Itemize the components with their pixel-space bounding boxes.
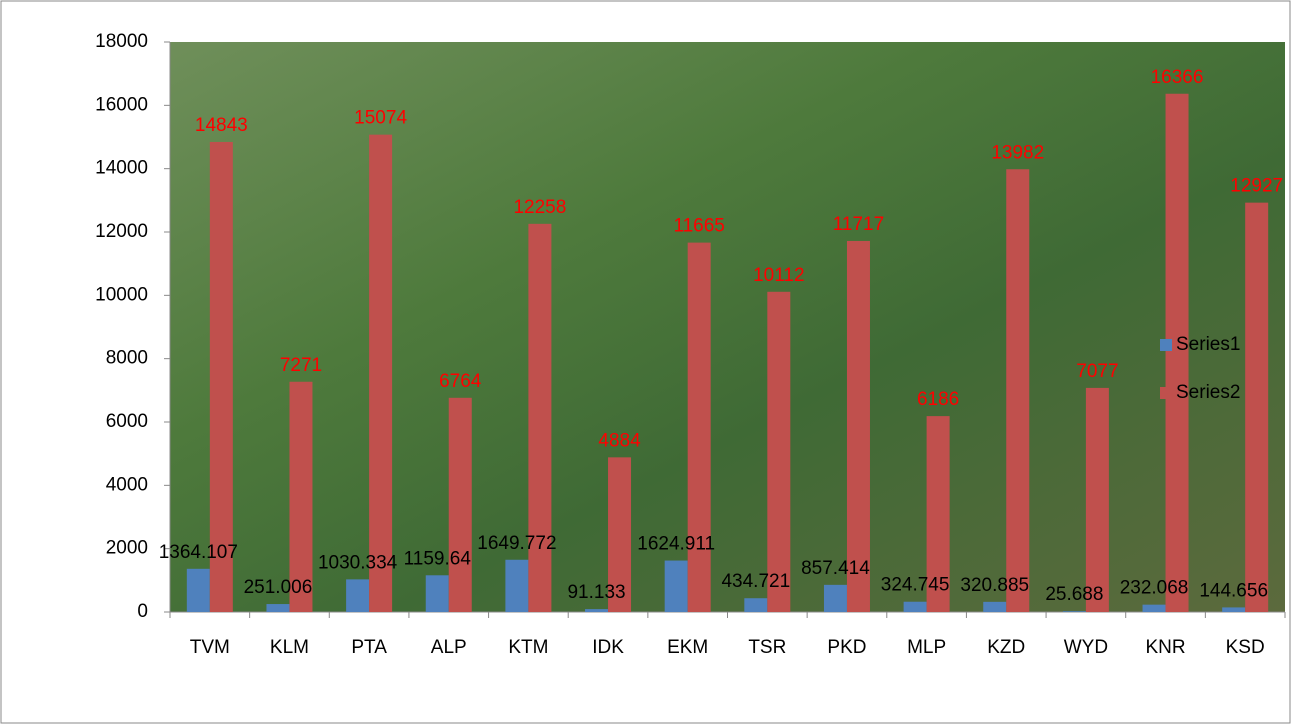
data-label: 10112 [753,265,804,286]
x-tick-label: PKD [827,637,866,658]
bar [209,141,233,612]
data-label: 6186 [917,389,959,410]
bar [505,559,529,612]
bar [926,416,950,612]
bar [1165,93,1189,612]
bar [687,242,711,612]
bar [585,609,609,612]
data-label: 1159.64 [404,548,472,569]
x-tick-label: PTA [351,637,387,658]
x-tick-label: KTM [508,637,548,658]
data-label: 144.656 [1199,580,1268,601]
y-tick-label: 18000 [95,31,148,52]
y-tick-label: 4000 [106,474,148,495]
bar [744,598,768,612]
data-label: 4884 [598,430,641,451]
data-label: 1649.772 [477,533,556,554]
data-label: 11665 [673,216,724,237]
data-label: 320.885 [960,575,1029,596]
data-label: 857.414 [801,558,870,579]
data-label: 11717 [833,214,884,235]
legend-label: Series1 [1176,334,1240,355]
x-tick-label: KSD [1226,637,1265,658]
data-label: 12258 [513,197,566,218]
data-label: 434.721 [721,571,790,592]
legend-label: Series2 [1176,382,1240,403]
bar [369,134,393,612]
data-label: 1364.107 [159,542,238,563]
bar [846,240,870,612]
bar [664,560,688,612]
bar [983,601,1007,612]
data-label: 251.006 [244,577,313,598]
data-label: 324.745 [881,575,950,596]
bar [289,381,313,612]
legend-swatch [1160,387,1172,399]
data-label: 16366 [1151,67,1204,88]
data-label: 6764 [439,371,482,392]
data-label: 1030.334 [318,552,398,573]
bar [1222,607,1246,612]
data-label: 25.688 [1045,584,1103,605]
bar [425,575,449,612]
bar [903,601,927,612]
x-tick-label: TVM [190,637,230,658]
data-label: 12927 [1230,176,1283,197]
y-tick-label: 2000 [106,538,148,559]
x-tick-label: KZD [987,637,1025,658]
y-tick-label: 6000 [106,411,148,432]
bar [186,568,210,612]
bar [346,579,370,612]
bar [266,604,290,612]
x-tick-label: ALP [431,637,467,658]
y-tick-label: 10000 [95,284,148,305]
data-label: 7077 [1076,361,1118,382]
bar [528,223,552,612]
bar [608,457,632,612]
bar [823,584,847,612]
data-label: 232.068 [1120,578,1189,599]
x-tick-label: KNR [1145,637,1185,658]
y-tick-label: 0 [137,601,148,622]
bar [1142,604,1166,612]
data-label: 15074 [354,108,407,129]
x-tick-label: MLP [907,637,946,658]
x-tick-label: IDK [592,637,624,658]
y-tick-label: 8000 [106,348,148,369]
x-tick-label: KLM [270,637,309,658]
x-tick-label: WYD [1064,637,1108,658]
y-tick-label: 16000 [95,94,148,115]
y-tick-label: 14000 [95,158,148,179]
plot-background [170,42,1285,612]
bar [448,397,472,612]
legend-swatch [1160,339,1172,351]
bar [1006,169,1030,612]
data-label: 14843 [195,115,248,136]
bar [1245,202,1269,612]
bar [1062,611,1086,612]
data-label: 91.133 [567,582,625,603]
x-tick-label: TSR [748,637,786,658]
x-tick-label: EKM [667,637,708,658]
y-tick-label: 12000 [95,221,148,242]
data-label: 1624.911 [637,534,715,555]
bar [1085,387,1109,612]
data-label: 7271 [280,355,322,376]
bar [767,291,791,612]
data-label: 13982 [991,142,1044,163]
